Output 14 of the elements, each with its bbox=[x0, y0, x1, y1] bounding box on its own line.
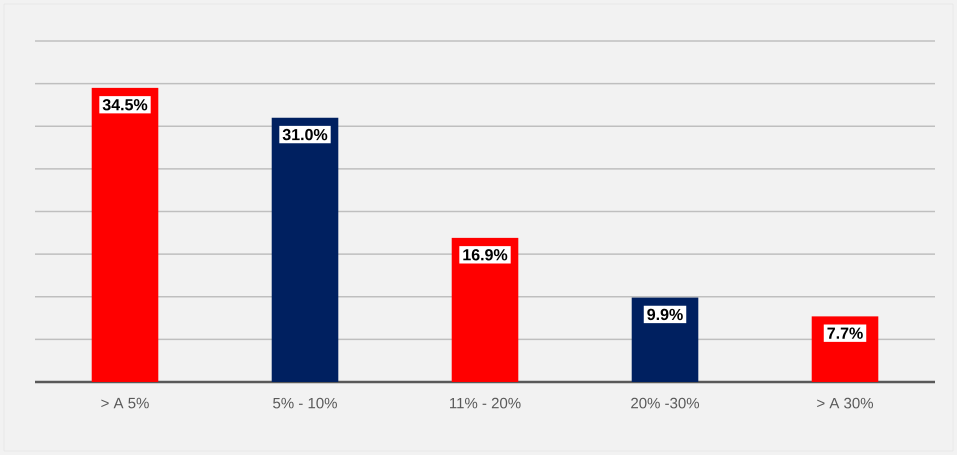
bar bbox=[632, 298, 698, 382]
data-label: 31.0% bbox=[282, 128, 328, 140]
bar bbox=[92, 88, 158, 382]
bar bbox=[272, 118, 338, 382]
data-label: 7.7% bbox=[827, 328, 863, 339]
x-tick-label: 11% - 20% bbox=[450, 398, 521, 408]
data-label: 9.9% bbox=[647, 308, 683, 320]
data-label: 34.5% bbox=[102, 99, 148, 110]
x-tick-label: 20% -30% bbox=[631, 398, 700, 408]
x-tick-label: > A 30% bbox=[817, 398, 874, 408]
x-tick-label: 5% - 10% bbox=[273, 398, 337, 408]
bar bbox=[452, 238, 518, 382]
data-label: 16.9% bbox=[463, 249, 508, 260]
x-tick-label: > A 5% bbox=[101, 398, 149, 408]
